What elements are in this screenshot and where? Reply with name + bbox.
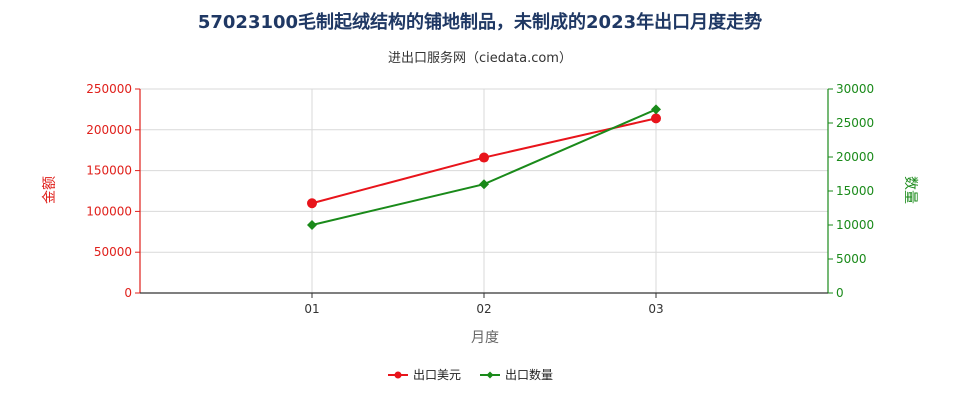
y-tick-right-label: 20000 — [836, 150, 874, 164]
x-axis-title: 月度 — [471, 330, 499, 346]
y-tick-right-label: 25000 — [836, 116, 874, 130]
y-tick-right-label: 5000 — [836, 252, 867, 266]
chart-title: 57023100毛制起绒结构的铺地制品，未制成的2023年出口月度走势 — [198, 11, 762, 33]
y-tick-left-label: 0 — [124, 286, 132, 300]
data-point-1 — [307, 198, 317, 209]
y-tick-right-label: 0 — [836, 286, 844, 300]
x-tick-label: 03 — [648, 302, 663, 316]
legend-swatch-marker-2 — [486, 371, 494, 379]
y-tick-left-label: 150000 — [86, 164, 132, 178]
y-axis-right-title: 数量 — [902, 176, 918, 204]
legend: 出口美元 出口数量 — [388, 367, 553, 382]
data-point-2 — [307, 220, 317, 230]
ticks-layer: 0 50000 100000 150000 200000 250000 0 5000 10000… — [86, 82, 874, 316]
series-layer — [307, 104, 661, 230]
y-tick-right-label: 15000 — [836, 184, 874, 198]
y-tick-left-label: 250000 — [86, 82, 132, 96]
y-axis-left-title: 金额 — [42, 176, 58, 204]
grid-layer — [140, 88, 828, 294]
legend-label-2: 出口数量 — [505, 367, 553, 382]
y-tick-right-label: 10000 — [836, 218, 874, 232]
x-tick-label: 01 — [304, 302, 319, 316]
data-point-1 — [651, 113, 661, 124]
y-tick-left-label: 200000 — [86, 123, 132, 137]
x-tick-label: 02 — [476, 302, 491, 316]
data-point-1 — [479, 152, 489, 163]
y-tick-right-label: 30000 — [836, 82, 874, 96]
y-tick-left-label: 100000 — [86, 204, 132, 218]
legend-label-1: 出口美元 — [413, 368, 461, 382]
y-tick-left-label: 50000 — [94, 245, 132, 259]
data-point-2 — [479, 179, 489, 190]
data-point-2 — [651, 104, 661, 115]
chart-subtitle: 进出口服务网（ciedata.com） — [388, 50, 572, 66]
legend-swatch-marker-1 — [394, 371, 402, 379]
